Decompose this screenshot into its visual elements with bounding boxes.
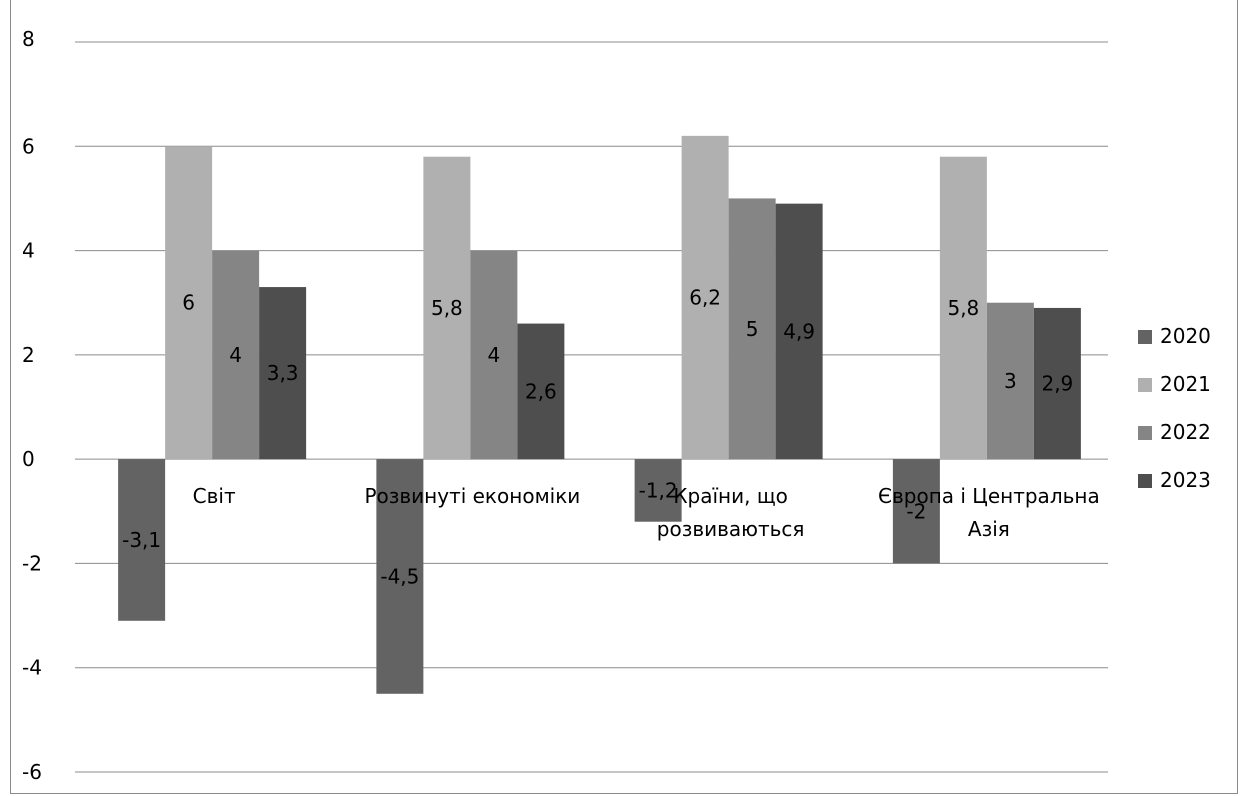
bar-2023 [517,323,565,460]
bar-2020 [118,459,166,621]
legend-swatch-2023 [1138,474,1152,488]
bar-2023 [259,287,307,460]
legend-swatch-2022 [1138,426,1152,440]
legend-swatch-2020 [1138,330,1152,344]
bar-2021 [681,135,729,460]
data-label: 5,8 [947,296,979,320]
bar-2021 [165,146,213,460]
y-tick-label: -2 [22,551,42,575]
data-label: 2,6 [525,379,557,403]
category-label: розвиваються [657,517,805,541]
bar-2023 [775,203,823,460]
y-tick-label: -6 [22,760,42,784]
bar-2022 [212,250,260,460]
y-tick-label: 0 [22,447,35,471]
y-tick-label: 2 [22,343,35,367]
data-label: 3,3 [267,361,299,385]
bar-2022 [470,250,518,460]
category-label: Розвинуті економіки [364,484,580,508]
data-label: 4 [229,343,242,367]
data-label: 4,9 [783,319,815,343]
data-label: -4,5 [380,564,419,588]
legend-label: 2023 [1160,468,1211,492]
category-label: Європа і Центральна [878,484,1100,508]
data-label: -3,1 [122,528,161,552]
data-label: 6 [182,291,195,315]
bar-2020 [634,459,682,522]
y-axis-ticks: 8 6 4 2 0 -2 -4 -6 [22,27,42,784]
legend-label: 2022 [1160,420,1211,444]
legend-label: 2021 [1160,372,1211,396]
bar-2021 [423,156,471,460]
data-label: 4 [488,343,501,367]
bar-2022 [728,198,776,460]
category-label: Азія [968,517,1010,541]
legend: 2020 2021 2022 2023 [1138,324,1211,492]
y-tick-label: 4 [22,239,35,263]
y-tick-label: 8 [22,27,35,51]
data-label: 5,8 [431,296,463,320]
category-labels: Світ Розвинуті економіки Країни, що розвива… [193,484,1100,541]
y-tick-label: 6 [22,134,35,158]
category-label: Країни, що [673,484,788,508]
bar-2021 [939,156,987,460]
data-label: 6,2 [689,286,721,310]
bar-2023 [1033,307,1081,460]
data-label: -2 [906,499,926,523]
bars [118,135,1081,694]
data-label: -1,2 [639,478,678,502]
data-label: 5 [746,317,759,341]
y-tick-label: -4 [22,656,42,680]
bar-2020 [892,459,940,564]
legend-swatch-2021 [1138,378,1152,392]
bar-2020 [376,459,424,694]
category-label: Світ [193,484,236,508]
data-label: 3 [1004,369,1017,393]
data-label: 2,9 [1041,372,1073,396]
bar-2022 [986,302,1034,460]
data-labels: -3,1 6 4 3,3 -4,5 5,8 4 2,6 -1,2 6,2 5 4,9 -2 5,8 3 2,9 [122,286,1073,589]
legend-label: 2020 [1160,324,1211,348]
